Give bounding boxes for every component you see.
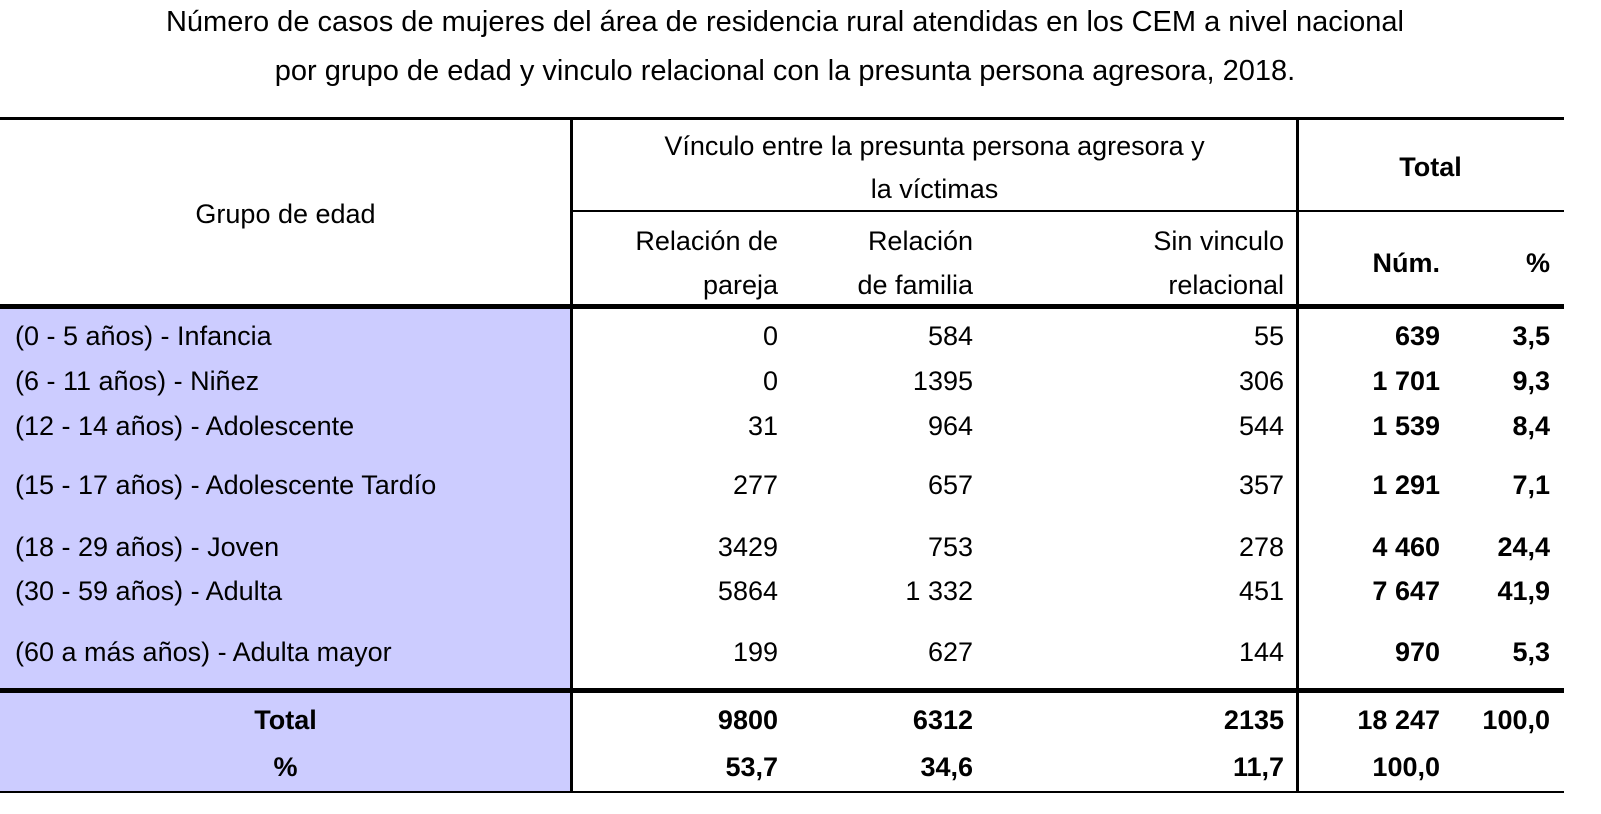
pct-cell-num: 100,0	[1372, 752, 1440, 782]
pct-cell-pareja: 53,7	[725, 752, 778, 782]
group-column-divider	[570, 118, 573, 793]
cell-familia: 753	[927, 532, 973, 562]
pct-cell-sin: 11,7	[1232, 752, 1284, 782]
header-pct: %	[1525, 248, 1550, 278]
cell-pareja: 199	[732, 637, 778, 667]
header-sin-vinculo-1: Sin vinculo	[1153, 226, 1284, 256]
total-header-fill	[0, 693, 571, 792]
cell-pareja: 277	[732, 470, 778, 500]
cell-pct: 7,1	[1512, 470, 1550, 500]
total-cell-pareja: 9800	[717, 705, 778, 735]
cell-num: 1 539	[1372, 411, 1440, 441]
cell-num: 1 291	[1372, 470, 1440, 500]
table-title-line-2: por grupo de edad y vinculo relacional c…	[274, 55, 1296, 87]
cell-familia: 1395	[912, 366, 973, 396]
header-num: Núm.	[1372, 248, 1441, 278]
cell-pareja: 3429	[717, 532, 778, 562]
cell-sin: 144	[1238, 637, 1284, 667]
total-cell-familia: 6312	[912, 705, 973, 735]
header-grupo-edad: Grupo de edad	[195, 199, 376, 229]
cell-sin: 357	[1238, 470, 1284, 500]
header-vinculo-line-2: la víctimas	[870, 174, 999, 204]
row-group-label: (30 - 59 años) - Adulta	[15, 576, 283, 606]
cell-num: 1 701	[1372, 366, 1440, 396]
cell-num: 4 460	[1372, 532, 1440, 562]
total-row-label: Total	[254, 705, 317, 735]
cell-num: 639	[1394, 321, 1440, 351]
pct-row-label: %	[273, 752, 298, 782]
cell-sin: 55	[1253, 321, 1284, 351]
row-group-label: (12 - 14 años) - Adolescente	[15, 411, 355, 441]
header-bottom-border	[0, 304, 1564, 309]
cell-pareja: 0	[762, 321, 778, 351]
total-cell-pct: 100,0	[1482, 705, 1550, 735]
header-pareja-1: Relación de	[635, 226, 778, 256]
cell-sin: 451	[1238, 576, 1284, 606]
top-border	[0, 117, 1564, 120]
header-pareja-2: pareja	[702, 270, 778, 300]
cell-pct: 24,4	[1497, 532, 1550, 562]
cell-familia: 1 332	[905, 576, 973, 606]
table-title-line-1: Número de casos de mujeres del área de r…	[165, 6, 1404, 38]
cell-familia: 964	[927, 411, 973, 441]
cell-pareja: 31	[747, 411, 778, 441]
row-group-label: (15 - 17 años) - Adolescente Tardío	[15, 470, 437, 500]
cell-sin: 278	[1238, 532, 1284, 562]
cell-familia: 584	[927, 321, 973, 351]
cell-num: 970	[1394, 637, 1440, 667]
cell-familia: 627	[927, 637, 973, 667]
header-familia-2: de familia	[857, 270, 973, 300]
row-group-label: (18 - 29 años) - Joven	[15, 532, 280, 562]
row-group-label: (0 - 5 años) - Infancia	[15, 321, 272, 351]
cell-familia: 657	[927, 470, 973, 500]
cell-pct: 9,3	[1512, 366, 1550, 396]
cell-sin: 306	[1238, 366, 1284, 396]
total-top-border	[0, 688, 1564, 693]
total-column-divider	[1296, 118, 1299, 793]
bottom-border	[0, 791, 1564, 793]
cell-num: 7 647	[1372, 576, 1440, 606]
cell-pct: 8,4	[1512, 411, 1550, 441]
total-cell-sin: 2135	[1223, 705, 1284, 735]
header-vinculo-line-1: Vínculo entre la presunta persona agreso…	[664, 131, 1205, 161]
pct-cell-familia: 34,6	[920, 752, 973, 782]
cell-pct: 3,5	[1512, 321, 1550, 351]
cell-pareja: 0	[762, 366, 778, 396]
cell-pct: 5,3	[1512, 637, 1550, 667]
header-total: Total	[1399, 152, 1462, 182]
cell-pct: 41,9	[1497, 576, 1550, 606]
cell-pareja: 5864	[717, 576, 778, 606]
subheader-divider	[571, 210, 1564, 212]
row-group-label: (60 a más años) - Adulta mayor	[15, 637, 392, 667]
cell-sin: 544	[1238, 411, 1284, 441]
header-familia-1: Relación	[867, 226, 973, 256]
total-cell-num: 18 247	[1357, 705, 1440, 735]
row-group-label: (6 - 11 años) - Niñez	[15, 366, 260, 396]
row-header-fill	[0, 309, 571, 689]
header-sin-vinculo-2: relacional	[1168, 270, 1284, 300]
